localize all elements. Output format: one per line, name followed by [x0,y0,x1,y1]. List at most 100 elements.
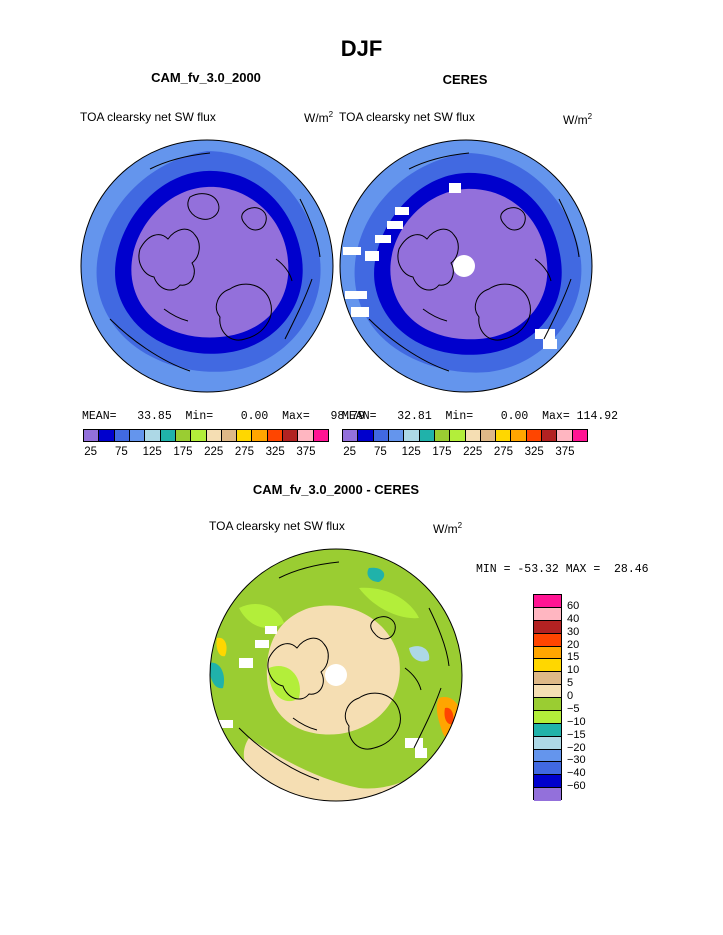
map-border [339,139,593,393]
colorbar-left-ticks: 25 75 125 175 225 275 325 375 [83,446,329,462]
diff-units: W/m2 [433,521,463,536]
colorbar-swatch [283,430,299,441]
map-right [339,139,593,393]
colorbar-swatch [221,430,238,441]
colorbar-swatch [496,430,512,441]
colorbar-swatch [557,430,573,441]
colorbar-swatch [534,685,561,698]
diff-stats: MIN = -53.32 MAX = 28.46 [476,563,649,576]
zone-25 [131,186,289,338]
colorbar-swatch [542,430,558,441]
colorbar-swatch [534,659,561,673]
missing-pole [453,255,475,277]
page-title: DJF [340,36,383,61]
colorbar-swatch [465,430,481,441]
colorbar-tick-label: 25 [343,446,357,458]
colorbar-tick-label: 375 [555,446,575,458]
colorbar-tick-label: −20 [567,741,586,754]
colorbar-swatch [358,430,374,441]
map-diff [209,548,463,802]
colorbar-swatch [237,430,253,441]
missing-data-patches [343,183,557,349]
colorbar-swatch [450,430,466,441]
colorbar-tick-label: 30 [567,625,580,638]
panel-left-stats: MEAN= 33.85 Min= 0.00 Max= 98.79 [82,410,365,423]
coastlines [368,152,580,372]
colorbar-right-ticks: 25 75 125 175 225 275 325 375 [342,446,588,462]
colorbar-swatch [526,430,543,441]
panel-right-stats: MEAN= 32.81 Min= 0.00 Max= 114.92 [342,410,619,423]
colorbar-swatch [145,430,161,441]
colorbar-tick-label: −10 [567,715,586,728]
colorbar-swatch [84,430,100,441]
colorbar-tick-label: 10 [567,664,580,677]
colorbar-swatch [343,430,359,441]
colorbar-swatch [129,430,146,441]
colorbar-swatch [534,775,561,789]
colorbar-tick-label: 325 [265,446,285,458]
coastlines [238,561,450,781]
colorbar-tick-label: 125 [401,446,421,458]
colorbar-right [342,429,588,442]
colorbar-swatch [388,430,405,441]
colorbar-tick-label: 275 [493,446,514,458]
colorbar-swatch [99,430,115,441]
colorbar-swatch [404,430,420,441]
map-border [209,548,463,802]
colorbar-swatch [114,430,130,441]
colorbar-swatch [191,430,207,441]
colorbar-swatch [313,430,328,441]
colorbar-tick-label: 75 [374,446,387,458]
colorbar-swatch [175,430,192,441]
colorbar-swatch [373,430,389,441]
colorbar-swatch [480,430,497,441]
colorbar-tick-label: 0 [567,690,574,702]
missing-pole [325,664,347,686]
colorbar-swatch [534,698,561,711]
colorbar-tick-label: −5 [567,702,580,715]
colorbar-swatch [419,430,435,441]
map-border [80,139,334,393]
colorbar-swatch [534,762,561,776]
colorbar-swatch [534,710,561,724]
colorbar-tick-label: 175 [432,446,452,458]
panel-right-units: W/m2 [563,112,593,127]
colorbar-tick-label: −40 [567,767,586,780]
colorbar-left [83,429,329,442]
colorbar-tick-label: 15 [567,651,580,664]
colorbar-tick-label: 40 [567,612,580,625]
colorbar-swatch [534,672,561,686]
colorbar-tick-label: 20 [567,638,580,651]
panel-right-variable: TOA clearsky net SW flux [339,110,475,124]
colorbar-swatch [534,723,561,737]
colorbar-swatch [252,430,268,441]
colorbar-swatch [267,430,284,441]
colorbar-tick-label: 225 [204,446,224,458]
colorbar-swatch [511,430,527,441]
colorbar-swatch [534,788,561,801]
panel-left-units: W/m2 [304,110,334,125]
colorbar-tick-label: 25 [84,446,98,458]
colorbar-tick-label: −15 [567,728,586,741]
colorbar-swatch [534,749,561,763]
colorbar-tick-label: −30 [567,754,586,767]
colorbar-tick-label: 125 [142,446,162,458]
colorbar-diff-ticks: 60 40 30 20 15 10 5 0 −5 −10 −15 −20 −30 −40 −60 [567,594,607,800]
colorbar-swatch [534,595,561,608]
missing-data-patches [215,626,427,758]
colorbar-tick-label: 75 [115,446,128,458]
colorbar-swatch [534,646,561,660]
colorbar-swatch [534,736,561,750]
colorbar-swatch [572,430,587,441]
colorbar-tick-label: 175 [173,446,193,458]
colorbar-swatch [534,620,561,634]
colorbar-swatch [534,633,561,647]
panel-right-title: CERES [442,72,488,87]
colorbar-tick-label: 5 [567,677,574,690]
colorbar-swatch [206,430,222,441]
colorbar-swatch [160,430,176,441]
colorbar-tick-label: 275 [234,446,255,458]
map-left [80,139,334,393]
coastlines [109,152,321,372]
colorbar-tick-label: 225 [463,446,483,458]
